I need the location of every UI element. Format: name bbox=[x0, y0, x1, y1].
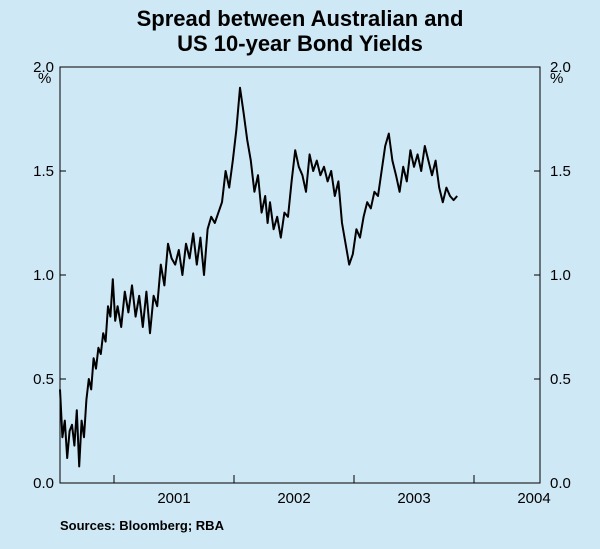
y-axis-unit-left: % bbox=[38, 70, 51, 87]
y-tick-label-left: 1.0 bbox=[33, 267, 54, 284]
series-line-spread bbox=[59, 86, 458, 468]
y-tick-label-left: 0.5 bbox=[33, 371, 54, 388]
chart-title: Spread between Australian and US 10-year… bbox=[0, 6, 600, 56]
y-tick-label-right: 1.0 bbox=[550, 267, 571, 284]
y-tick-label-left: 0.0 bbox=[33, 475, 54, 492]
y-tick-label-right: 0.5 bbox=[550, 371, 571, 388]
source-note: Sources: Bloomberg; RBA bbox=[60, 518, 224, 533]
y-tick-label-right: 2.0 bbox=[550, 59, 571, 76]
y-axis-unit-right: % bbox=[550, 70, 563, 87]
x-tick-label-2004: 2004 bbox=[517, 490, 550, 507]
y-tick-label-left: 1.5 bbox=[33, 163, 54, 180]
chart-title-line-1: Spread between Australian and bbox=[136, 6, 464, 31]
y-tick-label-left: 2.0 bbox=[33, 59, 54, 76]
axis-tick-labels: 0.0 0.0 0.5 0.5 1.0 1.0 1.5 1.5 2.0 2.0 2001 2002 20… bbox=[33, 59, 571, 507]
plot-area bbox=[59, 66, 541, 484]
y-tick-label-right: 0.0 bbox=[550, 475, 571, 492]
y-tick-label-right: 1.5 bbox=[550, 163, 571, 180]
x-tick-label-2003: 2003 bbox=[397, 490, 430, 507]
x-tick-label-2001: 2001 bbox=[157, 490, 190, 507]
x-tick-label-2002: 2002 bbox=[277, 490, 310, 507]
chart-title-line-2: US 10-year Bond Yields bbox=[177, 31, 423, 56]
axis-ticks bbox=[60, 66, 540, 484]
